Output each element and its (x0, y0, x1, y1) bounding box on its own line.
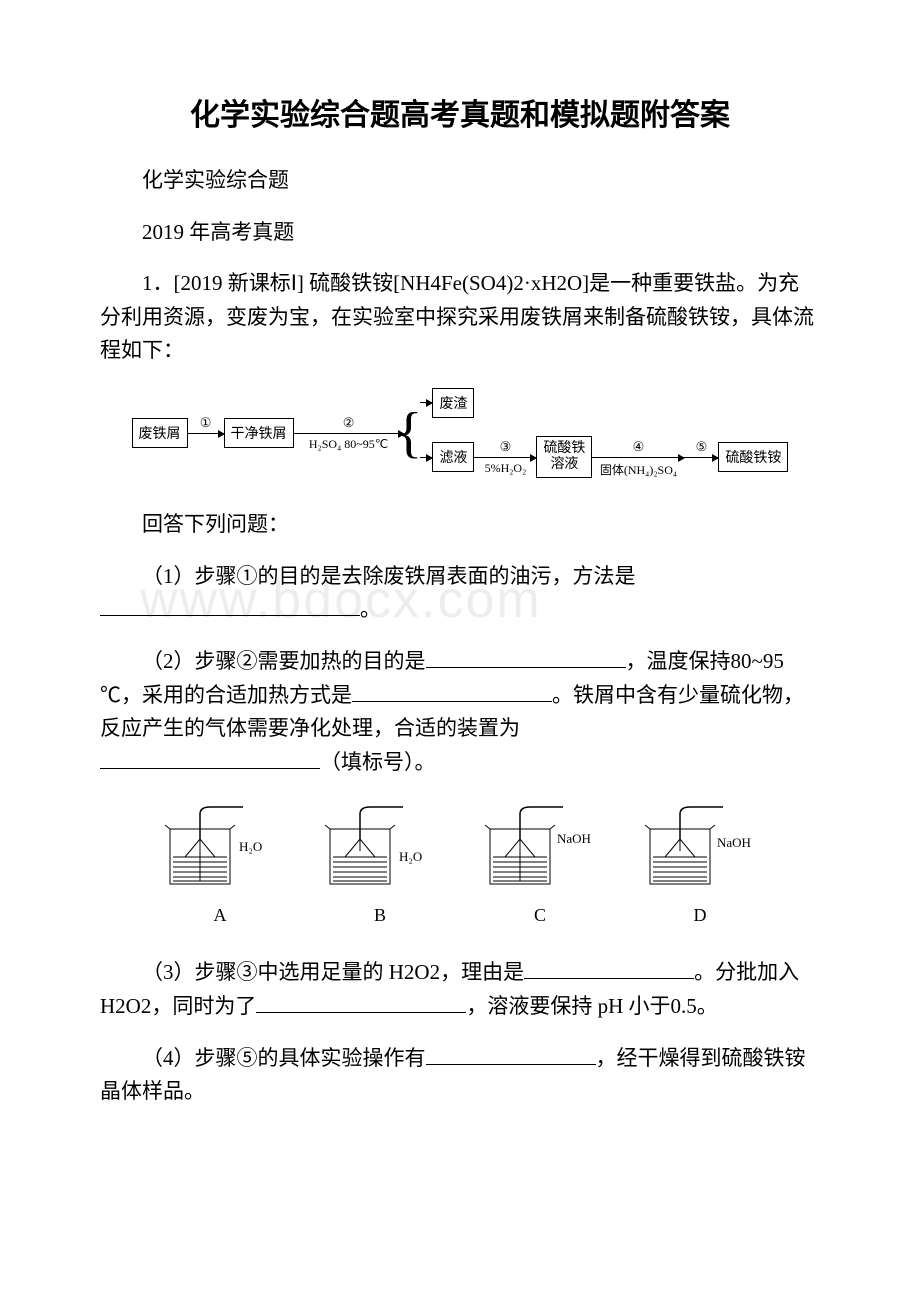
beaker-c-chem: NaOH (557, 831, 591, 846)
flow-split: { 废渣 滤液 ③ 5%H₂O₂ 硫酸铁 溶液 ④ (404, 388, 789, 478)
question-header: 回答下列问题： (100, 508, 820, 542)
beaker-a-chem: H₂O (239, 839, 262, 854)
q2-blank-1 (426, 667, 626, 668)
beaker-d: NaOH D (635, 799, 765, 926)
question-1: （1）步骤①的目的是去除废铁屑表面的油污，方法是 。 (100, 560, 820, 627)
flow-box-waste: 废渣 (432, 388, 474, 418)
beaker-d-label: D (694, 905, 707, 926)
watermark-wrap: www.bdocx.com （1）步骤①的目的是去除废铁屑表面的油污，方法是 。… (100, 560, 820, 780)
subtitle-1: 化学实验综合题 (100, 164, 820, 198)
q1-tail: 。 (360, 597, 381, 621)
flow-box-product: 硫酸铁铵 (718, 442, 788, 472)
flowchart: 废铁屑 ① 干净铁屑 ② H₂SO₄ 80~95℃ { 废渣 滤液 ③ 5%H₂… (100, 388, 820, 478)
beakers-diagram: H₂O A H₂O B (140, 799, 780, 926)
beaker-c-svg: NaOH (475, 799, 605, 899)
arrow-2-label-top: ② (294, 415, 404, 431)
q3-text-a: （3）步骤③中选用足量的 H2O2，理由是 (142, 960, 524, 984)
beaker-a-svg: H₂O (155, 799, 285, 899)
arrow-3-label-top: ③ (474, 439, 536, 455)
beaker-a: H₂O A (155, 799, 285, 926)
subtitle-2: 2019 年高考真题 (100, 216, 820, 250)
flow-arrow-2: ② H₂SO₄ 80~95℃ (294, 433, 404, 434)
flow-arrow-5: ⑤ (684, 457, 718, 458)
flow-box-solution-l2: 溶液 (543, 457, 585, 473)
arrow-1-label: ① (188, 415, 224, 431)
beaker-b-label: B (374, 905, 386, 926)
q3-text-c: ，溶液要保持 pH 小于0.5。 (466, 994, 717, 1018)
flow-box-solution: 硫酸铁 溶液 (536, 436, 592, 478)
question-2: （2）步骤②需要加热的目的是，温度保持80~95 ℃，采用的合适加热方式是。铁屑… (100, 645, 820, 779)
q3-blank-2 (256, 1012, 466, 1013)
beaker-c: NaOH C (475, 799, 605, 926)
q2-blank-2 (352, 701, 552, 702)
q2-blank-3 (100, 768, 320, 769)
q1-text: （1）步骤①的目的是去除废铁屑表面的油污，方法是 (142, 564, 636, 588)
beaker-b: H₂O B (315, 799, 445, 926)
q3-blank-1 (524, 978, 694, 979)
flow-arrow-4: ④ 固体(NH₄)₂SO₄ (592, 457, 684, 458)
beaker-d-chem: NaOH (717, 835, 751, 850)
flow-box-1: 废铁屑 (132, 418, 188, 448)
flow-box-filtrate: 滤液 (432, 442, 474, 472)
arrow-2-label-bot: H₂SO₄ 80~95℃ (294, 437, 404, 452)
arrow-4-label-bot: 固体(NH₄)₂SO₄ (592, 461, 684, 478)
flow-box-2: 干净铁屑 (224, 418, 294, 448)
beaker-b-chem: H₂O (399, 849, 422, 864)
flow-arrow-1: ① (188, 433, 224, 434)
beaker-d-svg: NaOH (635, 799, 765, 899)
arrow-4-label-top: ④ (592, 439, 684, 455)
beaker-c-label: C (534, 905, 546, 926)
question-intro: 1．[2019 新课标Ⅰ] 硫酸铁铵[NH4Fe(SO4)2·xH2O]是一种重… (100, 267, 820, 368)
flow-arrow-3: ③ 5%H₂O₂ (474, 457, 536, 458)
q2-text-a: （2）步骤②需要加热的目的是 (142, 649, 426, 673)
question-4: （4）步骤⑤的具体实验操作有，经干燥得到硫酸铁铵晶体样品。 (100, 1042, 820, 1109)
flow-box-solution-l1: 硫酸铁 (543, 441, 585, 457)
arrow-5-label-top: ⑤ (684, 439, 718, 455)
beaker-b-svg: H₂O (315, 799, 445, 899)
page-title: 化学实验综合题高考真题和模拟题附答案 (100, 90, 820, 134)
arrow-3-label-bot: 5%H₂O₂ (474, 461, 536, 476)
q2-text-d: （填标号）。 (320, 750, 436, 774)
q4-text-a: （4）步骤⑤的具体实验操作有 (142, 1046, 426, 1070)
question-3: （3）步骤③中选用足量的 H2O2，理由是。分批加入 H2O2，同时为了，溶液要… (100, 956, 820, 1023)
q1-blank (100, 615, 360, 616)
beaker-a-label: A (214, 905, 227, 926)
q4-blank-1 (426, 1064, 596, 1065)
